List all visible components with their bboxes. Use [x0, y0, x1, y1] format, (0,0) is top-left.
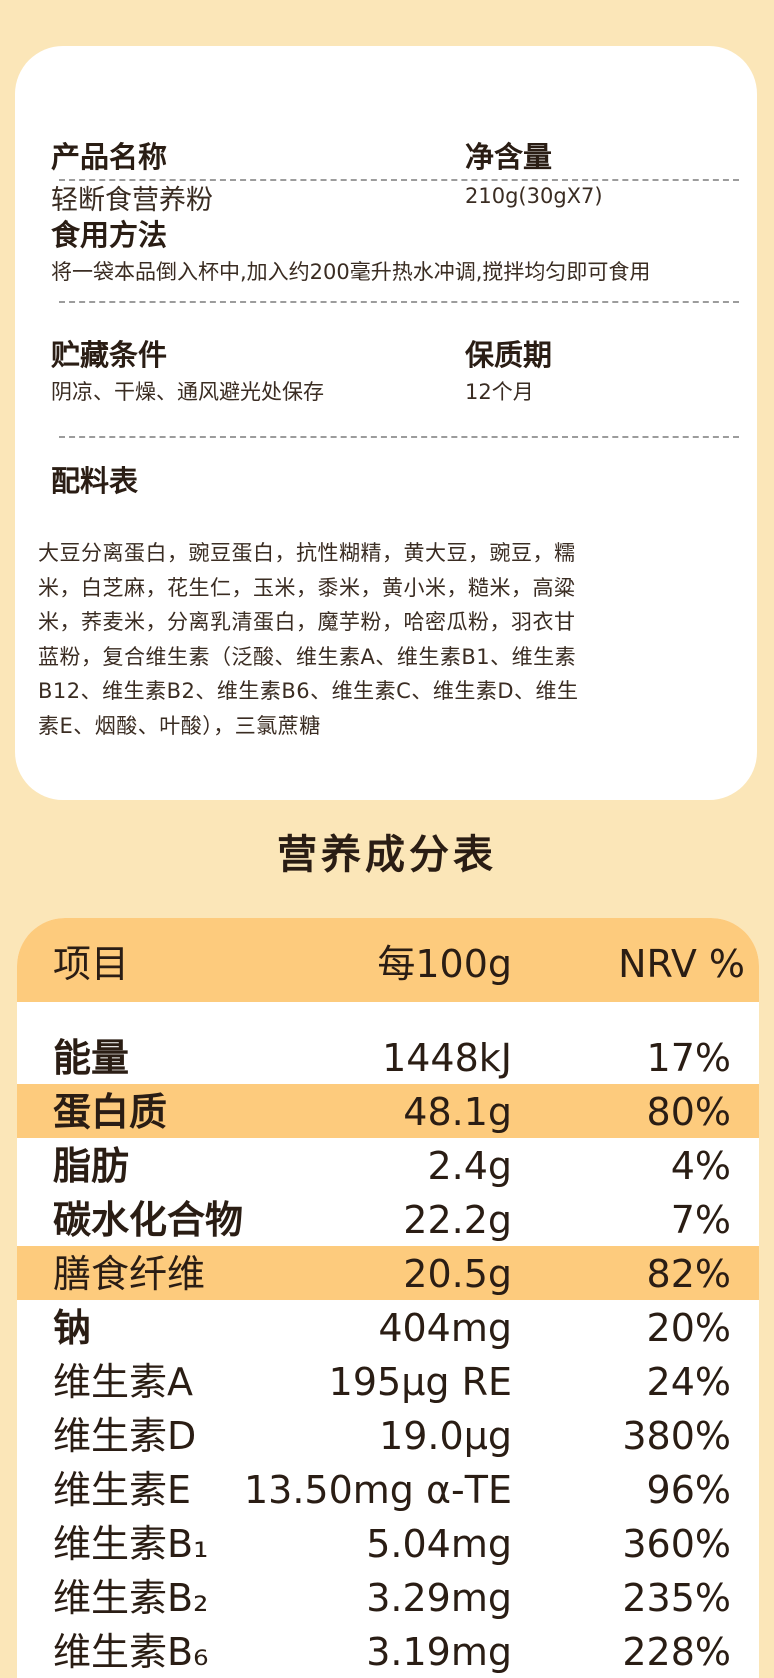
table-row: 维生素B₂ 3.29mg 235% [17, 1570, 759, 1624]
nutrient-nrv: 82% [646, 1252, 731, 1296]
table-row: 碳水化合物 22.2g 7% [17, 1192, 759, 1246]
nutrient-nrv: 24% [646, 1360, 731, 1404]
nutrient-amount: 19.0μg [379, 1414, 512, 1458]
table-row: 维生素D 19.0μg 380% [17, 1408, 759, 1462]
nutrient-amount: 3.29mg [366, 1576, 512, 1620]
nutrient-name: 维生素B₂ [53, 1576, 209, 1620]
nutrient-name: 钠 [53, 1306, 92, 1350]
header-item: 项目 [53, 942, 130, 986]
ingredients-label: 配料表 [51, 464, 139, 498]
nutrient-name: 维生素D [53, 1414, 197, 1458]
nutrient-amount: 195μg RE [328, 1360, 512, 1404]
product-name-value: 轻断食营养粉 [51, 185, 213, 216]
nutrient-nrv: 360% [622, 1522, 731, 1566]
nutrient-name: 维生素E [53, 1468, 192, 1512]
nutrient-name: 维生素B₆ [53, 1630, 209, 1674]
table-row: 维生素B₆ 3.19mg 228% [17, 1624, 759, 1678]
table-row: 维生素E 13.50mg α-TE 96% [17, 1462, 759, 1516]
shelf-life-label: 保质期 [465, 338, 553, 372]
nutrient-nrv: 96% [646, 1468, 731, 1512]
nutrient-nrv: 235% [622, 1576, 731, 1620]
table-row: 维生素A 195μg RE 24% [17, 1354, 759, 1408]
table-row: 膳食纤维 20.5g 82% [17, 1246, 759, 1300]
net-content-value: 210g(30gX7) [465, 184, 603, 208]
nutrition-table: 项目 每100g NRV % 能量 1448kJ 17% 蛋白质 48.1g 8… [17, 918, 759, 1678]
nutrient-amount: 20.5g [403, 1252, 512, 1296]
nutrient-nrv: 20% [646, 1306, 731, 1350]
nutrient-amount: 5.04mg [366, 1522, 512, 1566]
net-content-label: 净含量 [465, 140, 553, 174]
ingredients-line: B12、维生素B2、维生素B6、维生素C、维生素D、维生 [38, 679, 579, 703]
nutrient-name: 蛋白质 [53, 1090, 168, 1134]
nutrient-name: 能量 [53, 1036, 130, 1080]
table-row: 蛋白质 48.1g 80% [17, 1084, 759, 1138]
product-name-label: 产品名称 [51, 140, 168, 174]
nutrient-amount: 13.50mg α-TE [244, 1468, 512, 1512]
table-row: 钠 404mg 20% [17, 1300, 759, 1354]
divider [59, 179, 739, 181]
header-nrv: NRV % [618, 942, 745, 986]
table-row: 维生素B₁ 5.04mg 360% [17, 1516, 759, 1570]
header-per-100g: 每100g [377, 942, 512, 986]
nutrient-amount: 1448kJ [382, 1036, 512, 1080]
nutrient-amount: 404mg [378, 1306, 512, 1350]
ingredients-line: 米，白芝麻，花生仁，玉米，黍米，黄小米，糙米，高粱 [38, 575, 576, 600]
nutrient-name: 碳水化合物 [53, 1198, 244, 1242]
usage-value: 将一袋本品倒入杯中,加入约200毫升热水冲调,搅拌均匀即可食用 [51, 260, 651, 284]
ingredients-line: 蓝粉，复合维生素（泛酸、维生素A、维生素B1、维生素 [38, 644, 577, 669]
nutrition-title: 营养成分表 [277, 832, 497, 878]
nutrient-nrv: 380% [622, 1414, 731, 1458]
nutrient-name: 脂肪 [53, 1144, 130, 1188]
nutrient-nrv: 17% [646, 1036, 731, 1080]
nutrient-nrv: 80% [646, 1090, 731, 1134]
storage-value: 阴凉、干燥、通风避光处保存 [51, 380, 324, 404]
nutrient-amount: 22.2g [403, 1198, 512, 1242]
table-row: 脂肪 2.4g 4% [17, 1138, 759, 1192]
nutrient-name: 维生素B₁ [53, 1522, 209, 1566]
table-header: 项目 每100g NRV % [17, 918, 759, 1002]
nutrient-nrv: 7% [670, 1198, 731, 1242]
nutrient-nrv: 4% [670, 1144, 731, 1188]
ingredients-text: 大豆分离蛋白，豌豆蛋白，抗性糊精，黄大豆，豌豆，糯 米，白芝麻，花生仁，玉米，黍… [38, 536, 678, 743]
nutrient-amount: 2.4g [427, 1144, 512, 1188]
nutrient-amount: 48.1g [403, 1090, 512, 1134]
nutrient-name: 维生素A [53, 1360, 193, 1404]
product-info-card: 产品名称 轻断食营养粉 净含量 210g(30gX7) 食用方法 将一袋本品倒入… [15, 46, 757, 800]
ingredients-line: 大豆分离蛋白，豌豆蛋白，抗性糊精，黄大豆，豌豆，糯 [38, 541, 576, 565]
nutrient-name: 膳食纤维 [53, 1252, 206, 1296]
nutrient-amount: 3.19mg [366, 1630, 512, 1674]
ingredients-line: 素E、烟酸、叶酸），三氯蔗糖 [38, 713, 321, 738]
divider [59, 301, 739, 303]
shelf-life-value: 12个月 [465, 380, 534, 404]
table-row: 能量 1448kJ 17% [17, 1030, 759, 1084]
usage-label: 食用方法 [51, 218, 168, 252]
divider [59, 436, 739, 438]
nutrient-nrv: 228% [622, 1630, 731, 1674]
ingredients-line: 米，荞麦米，分离乳清蛋白，魔芋粉，哈密瓜粉，羽衣甘 [38, 610, 576, 634]
storage-label: 贮藏条件 [51, 338, 168, 372]
